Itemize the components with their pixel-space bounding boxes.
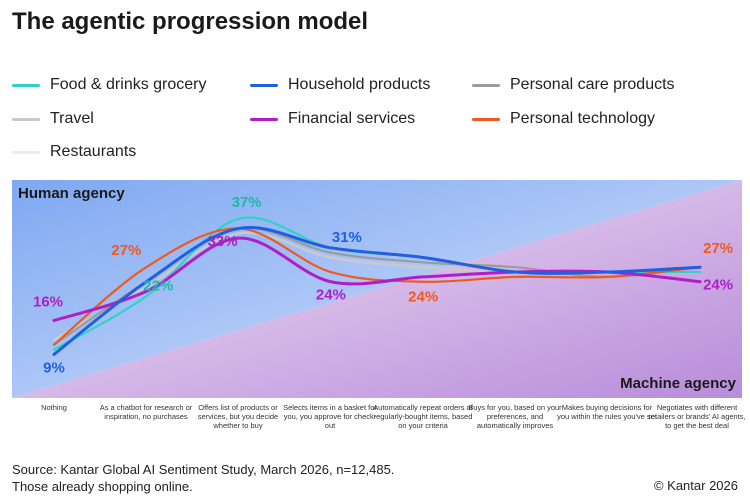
series-line-household-products [52, 225, 702, 356]
data-label: 27% [111, 242, 141, 259]
x-tick-label: Automatically repeat orders of regularly… [373, 403, 473, 430]
legend-label-travel: Travel [50, 110, 94, 127]
x-tick-label: Offers list of products or services, but… [197, 403, 279, 430]
source-line-2: Those already shopping online. [12, 479, 193, 494]
data-label: 24% [316, 287, 346, 304]
legend-swatch-food [12, 83, 40, 87]
legend-label-personal-tech: Personal technology [510, 110, 655, 127]
legend-swatch-personal-care [472, 83, 500, 87]
data-label: 24% [703, 277, 733, 294]
x-tick-label: Selects items in a basket for you, you a… [283, 403, 377, 430]
legend-label-food: Food & drinks grocery [50, 76, 207, 93]
legend-label-restaurants: Restaurants [50, 143, 137, 160]
legend-label-financial: Financial services [288, 110, 416, 127]
legend-swatch-financial [250, 117, 278, 121]
series-layer [52, 216, 702, 356]
legend-item-personal-tech: Personal technology [472, 110, 655, 128]
legend: Food & drinks grocery Household products… [0, 72, 750, 172]
legend-label-household: Household products [288, 76, 431, 93]
legend-item-financial: Financial services [250, 110, 415, 128]
data-label: 31% [332, 229, 362, 246]
x-tick-label: Buys for you, based on your preferences,… [468, 403, 562, 430]
chart-title: The agentic progression model [12, 8, 369, 35]
legend-item-restaurants: Restaurants [12, 143, 136, 161]
x-tick-label: Negotiates with different retailers or b… [648, 403, 746, 430]
machine-agency-area [12, 180, 742, 398]
copyright: © Kantar 2026 [653, 478, 738, 493]
data-labels-layer: 16% 9% 27% 22% 37% 33% 31% 24% 24% 27% 24% [33, 194, 733, 377]
legend-item-food: Food & drinks grocery [12, 76, 207, 94]
x-tick-label: As a chatbot for research or inspiration… [99, 403, 193, 421]
legend-item-household: Household products [250, 76, 430, 94]
legend-swatch-travel [12, 117, 40, 121]
x-tick-label: Makes buying decisions for you within th… [557, 403, 657, 421]
human-agency-label: Human agency [18, 185, 125, 202]
legend-swatch-personal-tech [472, 117, 500, 121]
legend-item-personal-care: Personal care products [472, 76, 675, 94]
legend-swatch-restaurants [12, 150, 40, 154]
data-label: 33% [208, 233, 238, 250]
source-note: Source: Kantar Global AI Sentiment Study… [12, 461, 394, 495]
data-label: 9% [43, 359, 65, 376]
x-tick-label: Nothing [41, 403, 67, 412]
source-line-1: Source: Kantar Global AI Sentiment Study… [12, 462, 395, 477]
data-label: 16% [33, 293, 63, 310]
series-line-personal-technology [52, 227, 702, 346]
data-label: 24% [408, 289, 438, 306]
data-label: 22% [143, 277, 173, 294]
legend-item-travel: Travel [12, 110, 94, 128]
legend-swatch-household [250, 83, 278, 87]
machine-agency-label: Machine agency [620, 375, 737, 392]
data-label: 27% [703, 240, 733, 257]
legend-label-personal-care: Personal care products [510, 76, 675, 93]
data-label: 37% [232, 194, 262, 211]
